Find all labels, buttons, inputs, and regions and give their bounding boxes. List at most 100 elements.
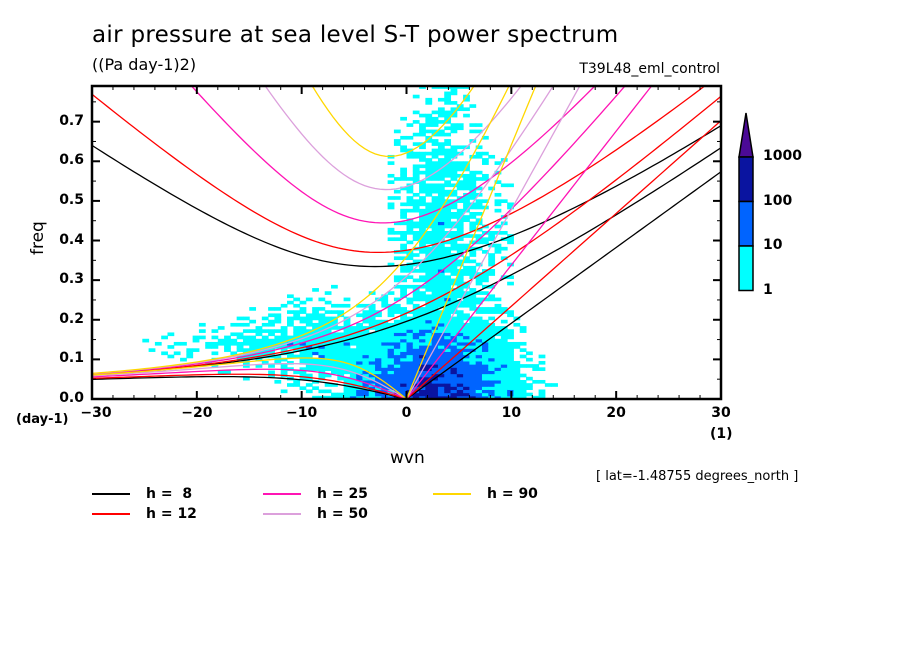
- power-cell: [368, 395, 376, 399]
- power-cell: [406, 332, 414, 337]
- power-cell: [356, 354, 363, 359]
- power-cell: [400, 246, 407, 251]
- power-cell: [312, 395, 319, 399]
- colorbar-label: 10: [763, 237, 783, 253]
- power-cell: [406, 383, 414, 387]
- power-cell: [400, 310, 407, 314]
- power-cell: [318, 332, 326, 337]
- power-cell: [343, 389, 351, 394]
- power-cell: [343, 354, 351, 359]
- colorbar-label: 1: [763, 281, 773, 298]
- power-cell: [488, 389, 496, 394]
- power-cell: [444, 281, 452, 286]
- power-cell: [343, 364, 351, 368]
- power-cell: [437, 243, 445, 248]
- power-cell: [331, 354, 338, 359]
- power-cell: [463, 202, 470, 207]
- legend-item-h25: h = 25: [263, 486, 368, 502]
- colorbar-label: 100: [763, 192, 793, 209]
- power-cell: [450, 231, 458, 235]
- power-cell: [318, 395, 326, 399]
- power-cell: [431, 205, 439, 210]
- power-cell: [507, 376, 514, 381]
- power-cell: [312, 332, 319, 337]
- power-cell: [393, 332, 401, 337]
- x-tick-label: 20: [606, 405, 626, 421]
- power-cell: [469, 211, 477, 216]
- power-cell: [431, 379, 439, 384]
- power-cell: [450, 389, 458, 394]
- power-cell: [488, 376, 496, 381]
- power-cell: [456, 123, 464, 127]
- power-cell: [488, 357, 496, 362]
- power-cell: [431, 199, 439, 203]
- power-cell: [469, 348, 477, 352]
- power-cell: [475, 199, 483, 203]
- power-cell: [475, 281, 483, 286]
- power-cell: [381, 364, 389, 368]
- power-cell: [368, 373, 376, 378]
- power-cell: [513, 389, 521, 394]
- power-cell: [419, 262, 426, 267]
- power-cell: [343, 395, 351, 399]
- power-cell: [425, 303, 433, 308]
- power-cell: [305, 316, 313, 321]
- power-cell: [255, 357, 263, 362]
- power-cell: [444, 376, 452, 381]
- power-cell: [425, 123, 433, 127]
- legend: h = 8 h = 12 h = 25 h = 50 h = 90: [92, 486, 572, 526]
- power-cell: [406, 265, 414, 270]
- power-cell: [469, 224, 477, 229]
- power-cell: [450, 205, 458, 210]
- power-cell: [469, 354, 477, 359]
- power-cell: [437, 338, 445, 343]
- power-cell: [500, 379, 508, 384]
- power-cell: [387, 354, 395, 359]
- power-cell: [463, 345, 470, 349]
- power-cell: [463, 256, 470, 261]
- power-cell: [494, 208, 502, 213]
- power-cell: [431, 367, 439, 371]
- power-cell: [488, 259, 496, 264]
- power-cell: [437, 97, 445, 102]
- power-cell: [463, 348, 470, 352]
- power-cell: [337, 303, 345, 308]
- power-cell: [437, 164, 445, 169]
- power-cell: [381, 367, 389, 371]
- power-cell: [456, 310, 464, 314]
- power-cell: [419, 360, 426, 365]
- power-cell: [299, 319, 307, 324]
- power-cell: [475, 354, 483, 359]
- power-cell: [500, 389, 508, 394]
- power-cell: [419, 145, 426, 150]
- power-cell: [412, 341, 420, 346]
- power-cell: [331, 392, 338, 397]
- power-cell: [519, 364, 527, 368]
- power-cell: [456, 332, 464, 337]
- power-cell: [261, 329, 269, 333]
- rossby-curve-h50: [92, 362, 407, 399]
- power-cell: [481, 297, 489, 302]
- power-cell: [469, 259, 477, 264]
- power-cell: [469, 123, 477, 127]
- kelvin-curve-h50: [405, 86, 581, 399]
- power-cell: [387, 313, 395, 318]
- power-cell: [236, 341, 244, 346]
- power-cell: [481, 319, 489, 324]
- power-cell: [463, 297, 470, 302]
- power-cell: [456, 237, 464, 242]
- power-cell: [450, 107, 458, 112]
- power-cell: [437, 148, 445, 153]
- power-cell: [412, 164, 420, 169]
- power-cell: [280, 332, 288, 337]
- power-cell: [437, 177, 445, 181]
- power-cell: [412, 383, 420, 387]
- power-cell: [236, 348, 244, 352]
- power-cell: [400, 329, 407, 333]
- power-cell: [400, 386, 407, 390]
- power-cell: [261, 316, 269, 321]
- power-cell: [456, 221, 464, 226]
- power-cell: [419, 389, 426, 394]
- legend-swatch: [263, 493, 301, 495]
- power-cell: [532, 367, 540, 371]
